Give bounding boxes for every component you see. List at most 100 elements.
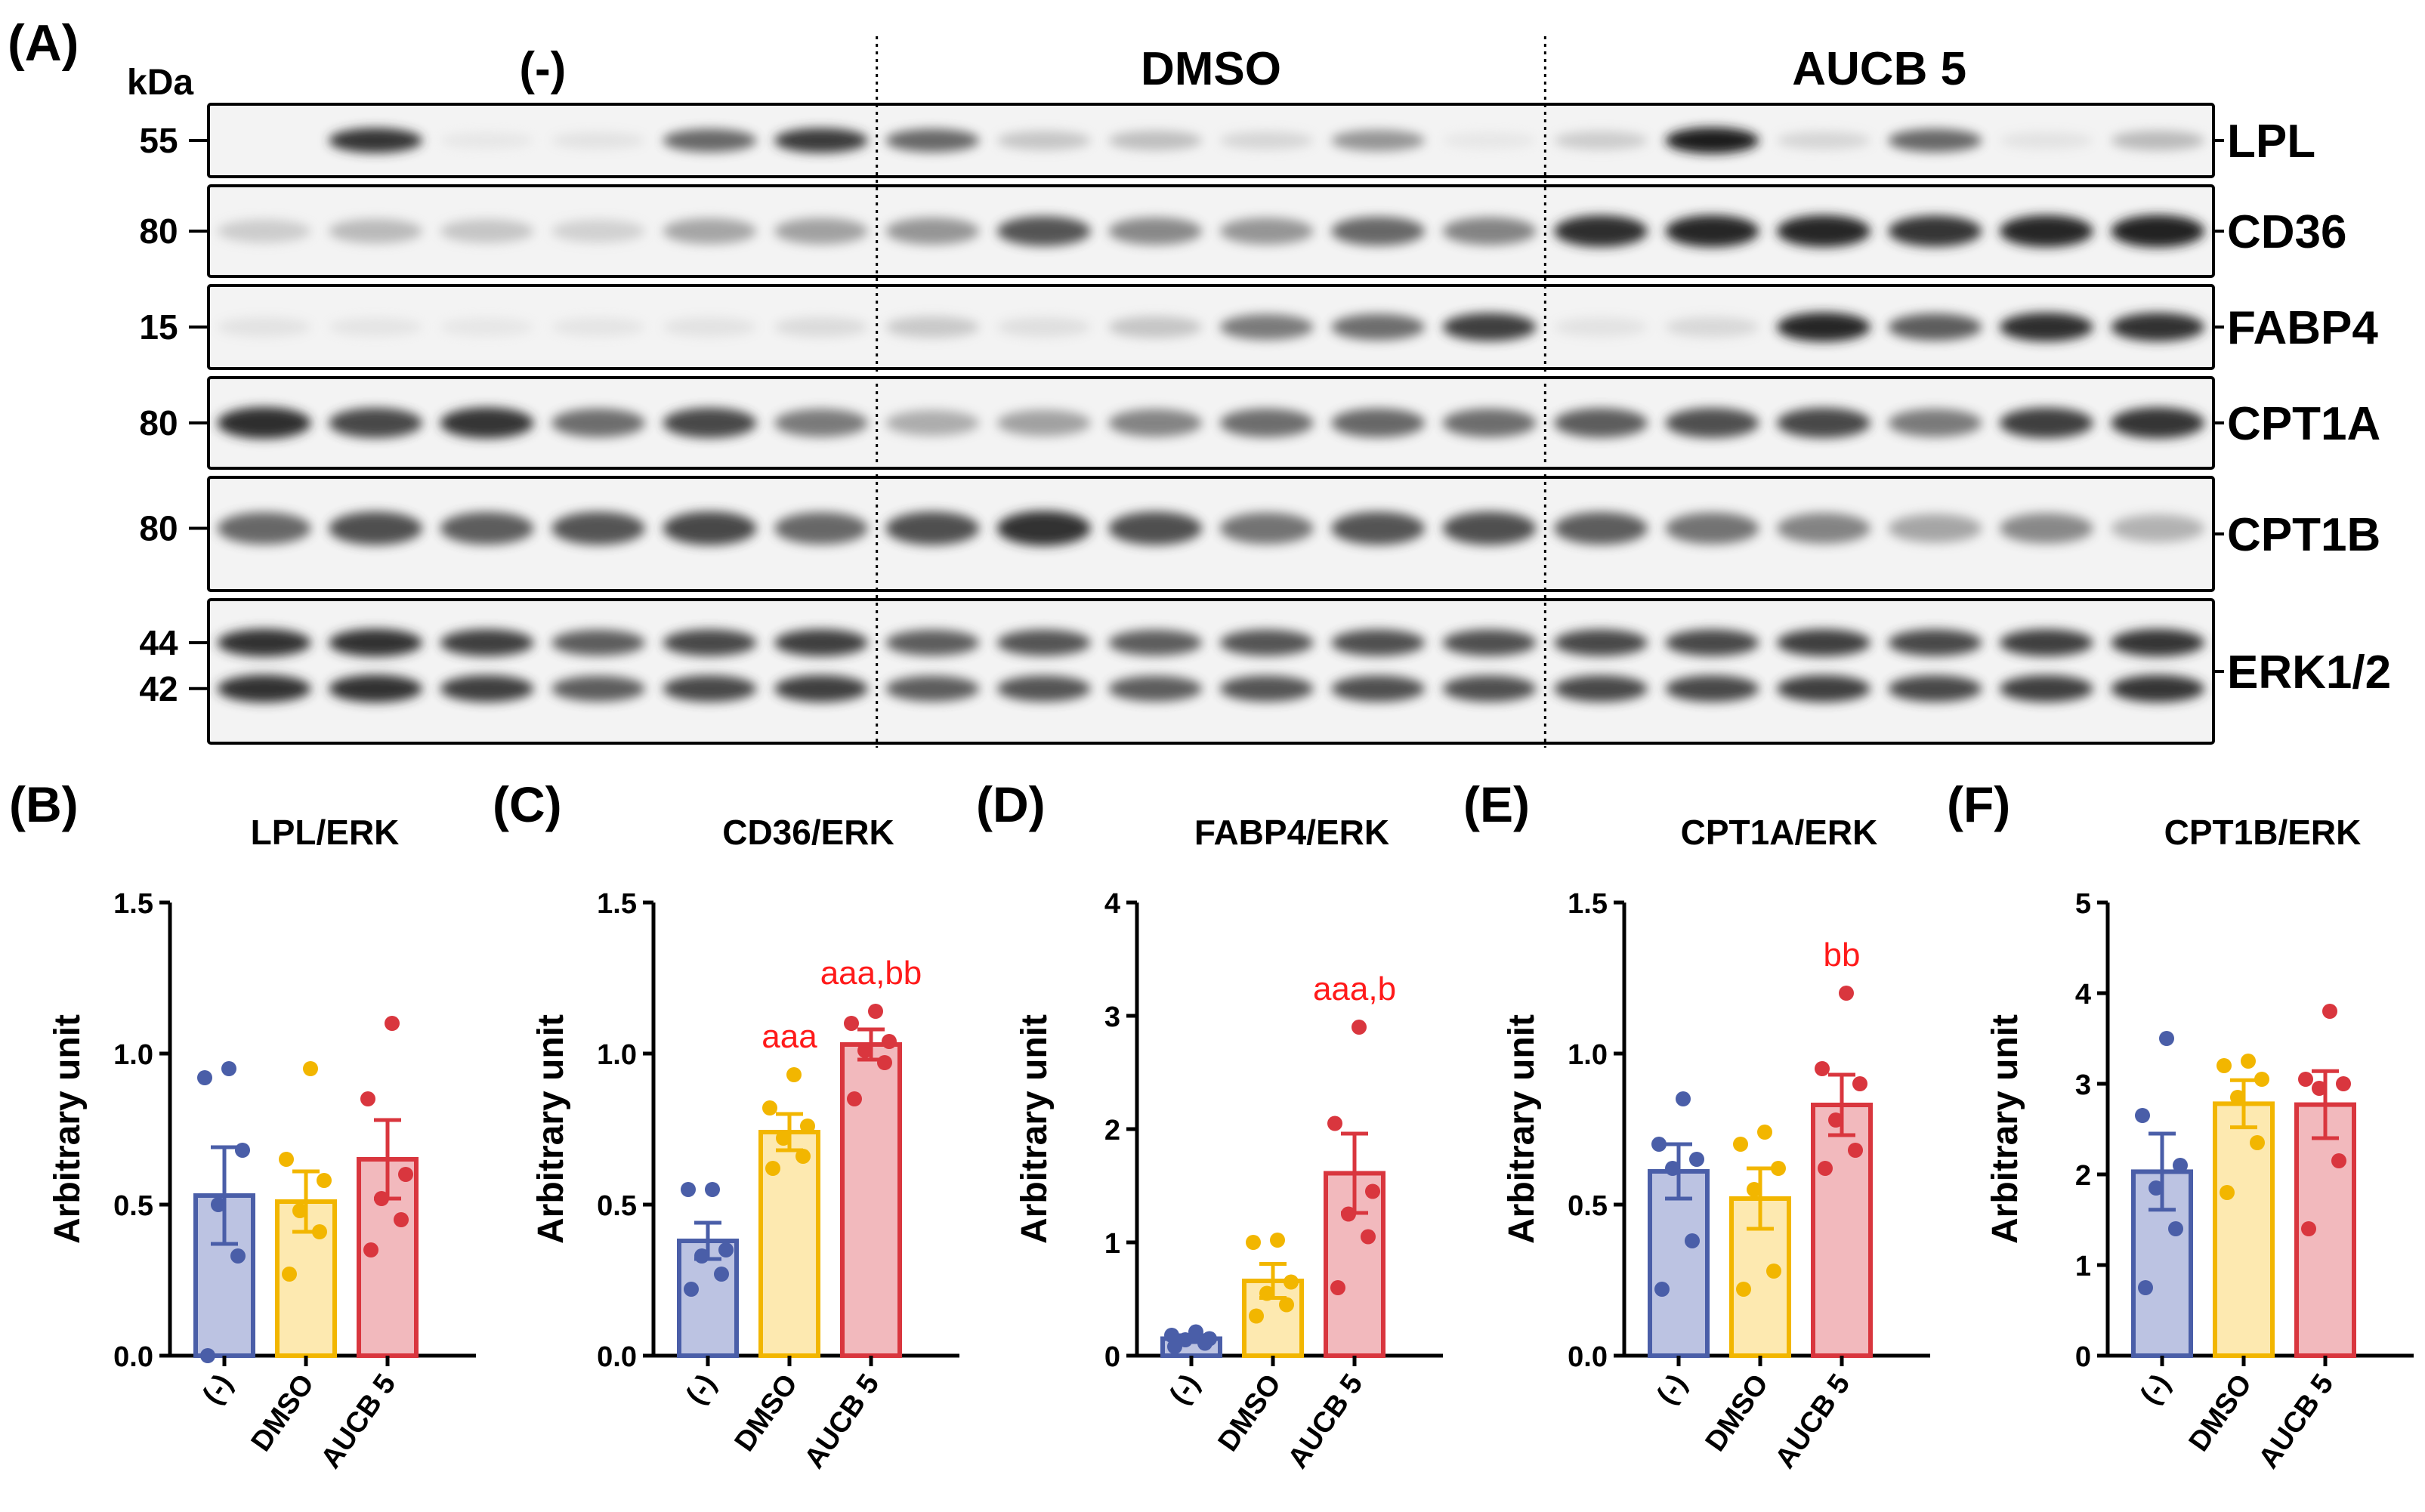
band [1888,313,1982,341]
data-point [221,1061,236,1076]
band [1331,629,1426,656]
band [1665,629,1759,656]
band [996,316,1091,338]
bar-0 [1648,1169,1710,1358]
data-point [877,1055,892,1070]
panel-letter: (E) [1463,776,1530,832]
data-point [882,1034,897,1049]
data-point [762,1100,777,1115]
band [1442,313,1537,341]
y-tick-label: 1.0 [113,1039,153,1071]
band [1554,215,1648,247]
band [774,128,868,153]
band [1554,131,1648,150]
band [774,674,868,702]
y-tick-label: 0.0 [1568,1341,1608,1373]
y-tick-label: 3 [1104,1001,1120,1033]
data-point [1279,1297,1294,1313]
y-tick-label: 0.0 [597,1341,637,1373]
data-point [2241,1054,2256,1069]
band [1331,313,1426,341]
band [1999,629,2093,656]
band [1999,214,2093,248]
x-tick-label: (-) [196,1369,239,1410]
chart-title: CPT1B/ERK [2164,813,2362,852]
band [440,132,534,149]
band [1999,131,2093,150]
data-point [1685,1233,1700,1248]
data-point [2322,1004,2337,1019]
band [663,629,757,656]
data-point [847,1091,862,1106]
marker-label: 42 [139,669,178,708]
band [1442,675,1537,702]
data-point [2135,1108,2150,1123]
group-label: (-) [519,43,566,95]
data-point [292,1203,307,1218]
data-point [398,1167,413,1182]
y-tick-label: 0 [1104,1341,1120,1373]
data-point [2216,1058,2232,1073]
y-tick-label: 5 [2075,888,2091,920]
data-point [1202,1331,1217,1347]
marker-label: 55 [139,121,178,160]
x-tick-label: (-) [1651,1369,1693,1410]
data-point [2138,1280,2153,1295]
y-axis-label: Arbitrary unit [531,1014,571,1244]
band [551,317,645,337]
data-point [795,1149,811,1164]
y-tick-label: 1.0 [597,1039,637,1071]
data-point [374,1191,389,1206]
band [440,407,534,439]
band [1999,312,2093,342]
y-tick-label: 4 [2075,979,2091,1011]
band [1554,511,1648,545]
band [440,219,534,243]
data-point [317,1173,332,1188]
y-axis-label: Arbitrary unit [48,1014,88,1244]
bar-chart-cpt1a-erk: (E) CPT1A/ERK 0.0 0.5 1.0 1.5 Arbitrary unit (-… [1463,776,1930,1474]
x-tick-label: AUCB 5 [315,1369,403,1474]
data-point [705,1182,720,1197]
band [1108,131,1203,150]
data-point [2149,1180,2164,1196]
panel-letter: (B) [9,776,79,832]
data-point [2159,1031,2174,1046]
band [1108,409,1203,437]
y-tick-label: 0.5 [113,1190,153,1222]
band [1331,129,1426,152]
band [1331,408,1426,438]
band [1665,408,1759,438]
band [1219,408,1314,438]
band [551,131,645,150]
chart-title: CPT1A/ERK [1681,813,1878,852]
band [663,317,757,337]
band [551,675,645,702]
band [1442,132,1537,149]
data-point [2168,1221,2183,1236]
band [1108,511,1203,545]
panel-letter: (D) [976,776,1046,832]
band [1331,216,1426,246]
data-point [1188,1324,1203,1340]
band [217,628,311,657]
bar-chart-cpt1b-erk: (F) CPT1B/ERK 0 1 2 3 4 5 Arbitrary unit (-) DMSOA… [1947,776,2414,1474]
band [885,316,980,338]
panel-letter: (F) [1947,776,2010,832]
y-tick-label: 2 [1104,1115,1120,1146]
data-point [2336,1076,2351,1091]
band [2111,312,2205,342]
x-tick-label: (-) [680,1369,722,1410]
data-point [1848,1143,1863,1158]
data-point [718,1242,734,1257]
data-point [786,1067,802,1082]
marker-label: 80 [139,403,178,443]
band [217,512,311,545]
band [996,131,1091,150]
band [217,317,311,337]
band [1219,629,1314,656]
data-point [312,1224,327,1239]
x-tick-label: DMSO [729,1369,805,1457]
data-point [360,1091,375,1106]
band [217,674,311,703]
